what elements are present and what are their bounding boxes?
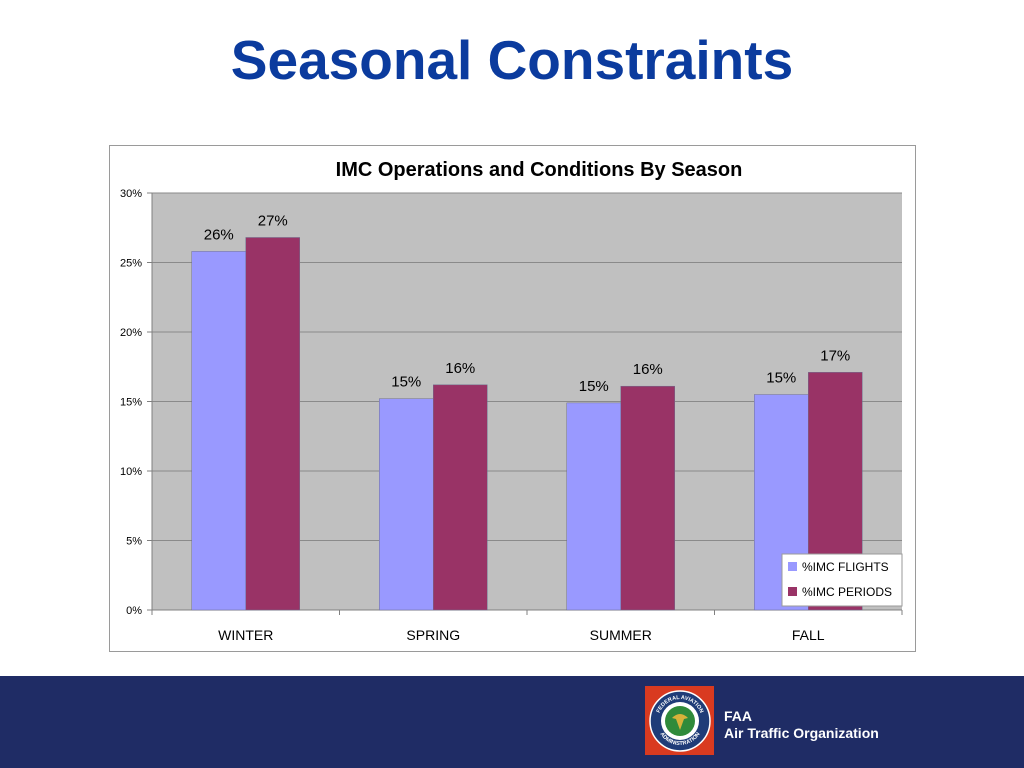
y-tick-label: 25%	[120, 258, 142, 270]
legend-swatch-flights	[788, 562, 797, 571]
data-label-periods-spring: 16%	[445, 360, 475, 377]
legend-swatch-periods	[788, 587, 797, 596]
y-tick-label: 5%	[126, 536, 142, 548]
data-label-flights-winter: 26%	[204, 226, 234, 243]
y-tick-label: 30%	[120, 188, 142, 200]
faa-logo: FEDERAL AVIATION ADMINISTRATION	[645, 686, 714, 755]
y-tick-label: 20%	[120, 327, 142, 339]
x-tick-label-winter: WINTER	[218, 627, 273, 643]
legend-label-flights: %IMC FLIGHTS	[802, 560, 889, 574]
x-tick-label-spring: SPRING	[406, 627, 460, 643]
chart-container: IMC Operations and Conditions By Season …	[109, 145, 916, 652]
y-tick-label: 0%	[126, 605, 142, 617]
legend-box	[781, 553, 903, 607]
x-tick-label-fall: FALL	[792, 627, 825, 643]
bar-flights-winter	[191, 251, 246, 611]
footer-org-name: Air Traffic Organization	[724, 725, 879, 741]
plot-area: 0% 5% 10% 15% 20% 25% 30% WINTER 26% 27% SPRING 15%…	[120, 188, 903, 643]
legend: %IMC FLIGHTS %IMC PERIODS	[781, 553, 903, 607]
bar-periods-winter	[245, 237, 300, 611]
data-label-flights-summer: 15%	[579, 378, 609, 395]
data-label-periods-summer: 16%	[633, 361, 663, 378]
footer-org-abbrev: FAA	[724, 708, 752, 724]
page-title: Seasonal Constraints	[230, 29, 794, 91]
data-label-flights-spring: 15%	[391, 374, 421, 391]
y-tick-label: 15%	[120, 397, 142, 409]
footer-bar: FEDERAL AVIATION ADMINISTRATION FAA Air …	[0, 676, 1024, 768]
bar-chart: IMC Operations and Conditions By Season …	[120, 159, 903, 643]
bar-flights-summer	[566, 402, 621, 611]
x-tick-label-summer: SUMMER	[590, 627, 652, 643]
chart-title: IMC Operations and Conditions By Season	[336, 159, 743, 181]
data-label-periods-fall: 17%	[820, 347, 850, 364]
data-label-flights-fall: 15%	[766, 370, 796, 387]
bar-periods-spring	[433, 384, 488, 611]
y-tick-label: 10%	[120, 466, 142, 478]
bar-flights-spring	[379, 398, 434, 611]
data-label-periods-winter: 27%	[258, 212, 288, 229]
bar-periods-summer	[620, 385, 675, 611]
legend-label-periods: %IMC PERIODS	[802, 585, 892, 599]
